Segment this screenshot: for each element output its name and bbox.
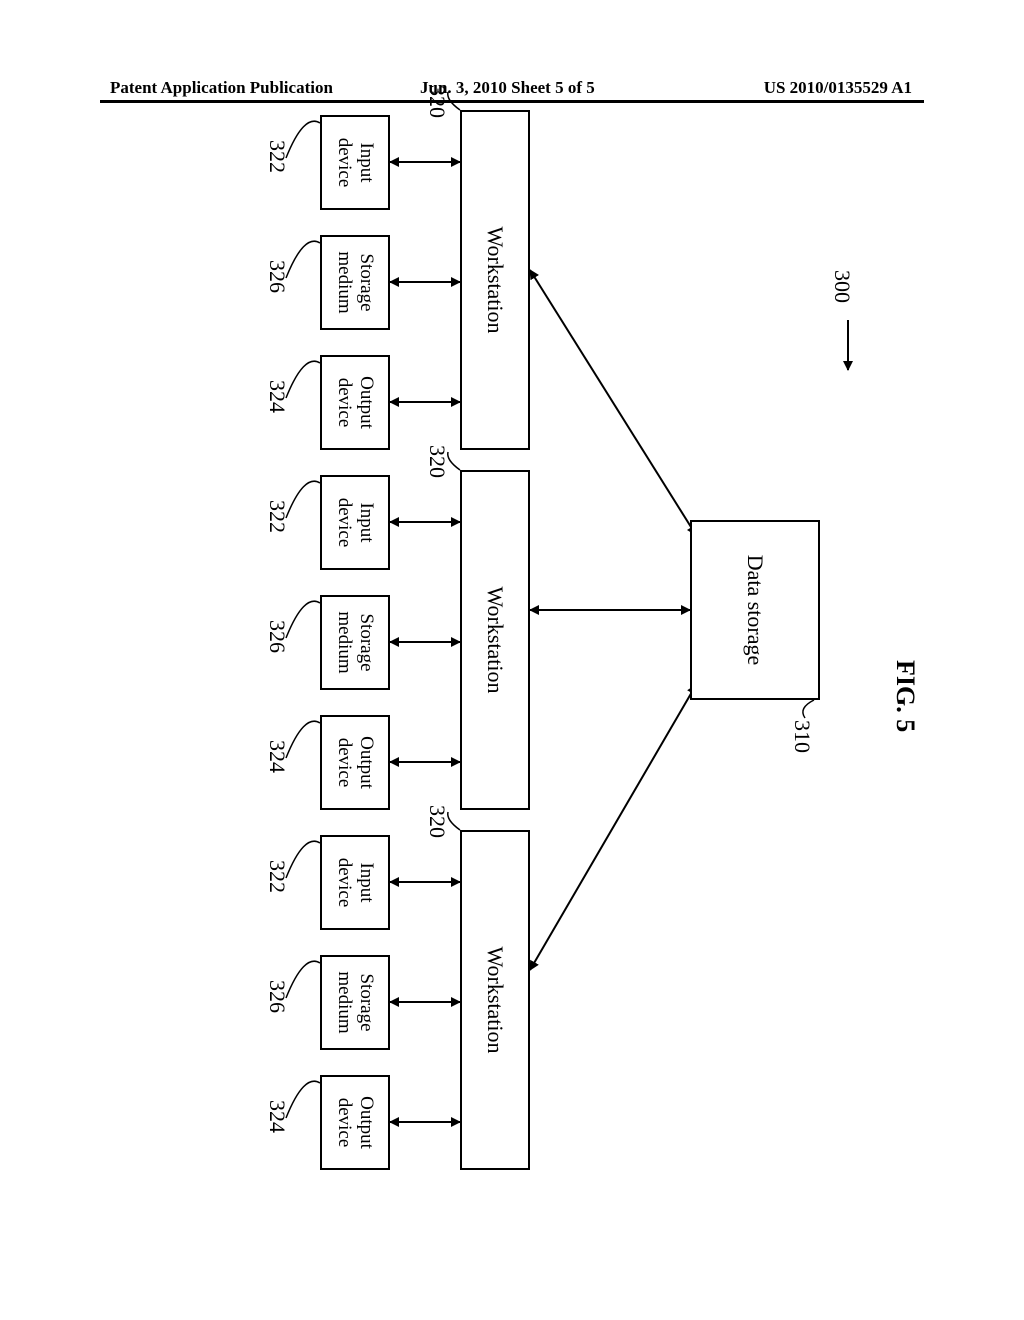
- storage-medium-ref-2: 326: [264, 980, 290, 1013]
- output-device-ref-0: 324: [264, 380, 290, 413]
- workstation-box-2: Workstation: [460, 830, 530, 1170]
- input-device-ref-2: 322: [264, 860, 290, 893]
- output-device-ref-1: 324: [264, 740, 290, 773]
- system-ref-label: 300: [829, 270, 855, 303]
- input-device-box-1: Inputdevice: [320, 475, 390, 570]
- output-device-box-2: Outputdevice: [320, 1075, 390, 1170]
- header-publication-type: Patent Application Publication: [110, 78, 333, 98]
- storage-medium-box-0: Storagemedium: [320, 235, 390, 330]
- storage-medium-ref-1: 326: [264, 620, 290, 653]
- workstation-box-0: Workstation: [460, 110, 530, 450]
- input-device-ref-1: 322: [264, 500, 290, 533]
- output-device-ref-2: 324: [264, 1100, 290, 1133]
- input-device-box-2: Inputdevice: [320, 835, 390, 930]
- header-publication-number: US 2010/0135529 A1: [764, 78, 912, 98]
- output-device-box-0: Outputdevice: [320, 355, 390, 450]
- workstation-ref-1: 320: [424, 445, 450, 478]
- storage-medium-ref-0: 326: [264, 260, 290, 293]
- storage-medium-box-1: Storagemedium: [320, 595, 390, 690]
- workstation-ref-2: 320: [424, 805, 450, 838]
- figure-5-diagram: FIG. 5300Data storage310Workstation320In…: [130, 140, 890, 1200]
- data-storage-ref: 310: [789, 720, 815, 753]
- figure-title: FIG. 5: [890, 660, 920, 732]
- output-device-box-1: Outputdevice: [320, 715, 390, 810]
- workstation-box-1: Workstation: [460, 470, 530, 810]
- storage-medium-box-2: Storagemedium: [320, 955, 390, 1050]
- workstation-ref-0: 320: [424, 85, 450, 118]
- data-storage-box: Data storage: [690, 520, 820, 700]
- input-device-ref-0: 322: [264, 140, 290, 173]
- input-device-box-0: Inputdevice: [320, 115, 390, 210]
- header-divider: [100, 100, 924, 103]
